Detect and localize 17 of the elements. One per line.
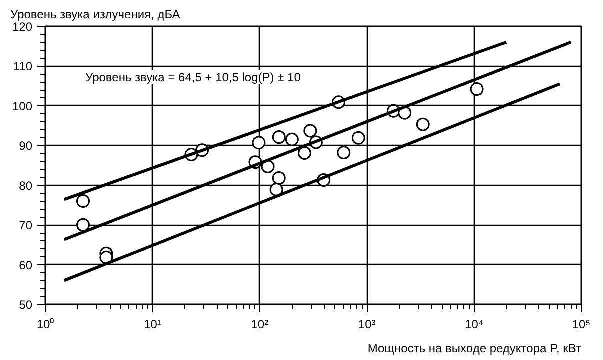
x-axis-title: Мощность на выходе редуктора P, кВт bbox=[368, 342, 582, 356]
x-tick-label: 10⁰ bbox=[36, 318, 54, 332]
y-axis-title: Уровень звука излучения, дБА bbox=[10, 8, 180, 22]
y-tick-label: 120 bbox=[12, 20, 33, 34]
x-tick-label: 10³ bbox=[358, 318, 376, 332]
y-tick-label: 70 bbox=[19, 218, 33, 233]
x-tick-label: 10⁴ bbox=[465, 318, 484, 332]
y-tick-label: 50 bbox=[19, 298, 33, 312]
y-tick-label: 100 bbox=[12, 99, 33, 114]
annotation: Уровень звука = 64,5 + 10,5 log(P) ± 10 bbox=[86, 70, 302, 84]
y-tick-label: 80 bbox=[19, 178, 33, 193]
x-tick-label: 10⁵ bbox=[572, 318, 591, 332]
y-tick-label: 110 bbox=[13, 60, 33, 74]
x-tick-label: 10¹ bbox=[144, 318, 162, 332]
x-tick-label: 10² bbox=[251, 318, 269, 332]
y-tick-label: 90 bbox=[19, 139, 33, 154]
y-tick-label: 60 bbox=[19, 258, 33, 272]
